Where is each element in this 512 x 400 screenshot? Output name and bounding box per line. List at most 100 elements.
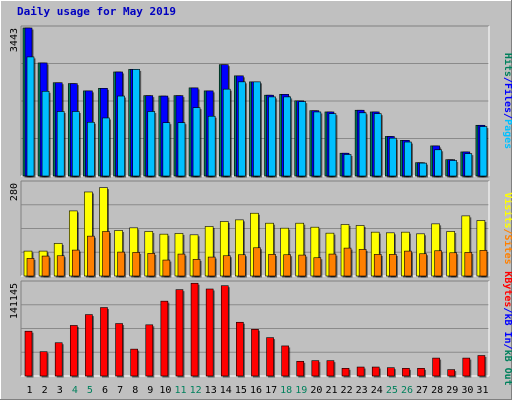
sites-bar — [41, 255, 50, 277]
kbytes-bar — [160, 300, 169, 377]
sites-bar — [268, 254, 276, 277]
kbytes-bar — [341, 368, 350, 377]
pages-bar — [132, 69, 140, 177]
axis-label-kbytes-part: / — [502, 344, 512, 350]
pages-bar — [41, 91, 50, 177]
x-tick-label: 15 — [235, 385, 247, 396]
kbytes-bar — [387, 367, 395, 377]
sites-bar — [253, 247, 261, 277]
axis-label-hits-files-pages-part: / — [502, 77, 512, 83]
axis-label-visits-sites-part: / — [502, 228, 512, 234]
kbytes-bar — [85, 314, 93, 377]
kbytes-bar — [115, 323, 123, 377]
pages-bar — [449, 160, 458, 177]
x-tick-label: 18 — [280, 385, 292, 396]
x-tick-label: 26 — [401, 385, 413, 396]
axis-label-kbytes-part: / — [502, 307, 512, 313]
sites-bar — [419, 253, 427, 277]
pages-bar — [147, 111, 156, 177]
sites-bar — [449, 252, 458, 277]
pages-bar — [177, 122, 186, 177]
kbytes-bar — [54, 342, 63, 377]
sites-bar — [434, 250, 442, 277]
kbytes-bar — [477, 355, 486, 377]
pages-bar — [162, 122, 171, 177]
sites-bar — [87, 235, 95, 277]
sites-bar — [132, 252, 140, 277]
sites-bar — [328, 253, 337, 277]
sites-bar — [343, 247, 352, 277]
pages-bar — [71, 111, 80, 177]
sites-bar — [298, 254, 307, 277]
x-tick-label: 7 — [117, 385, 123, 396]
chart-title: Daily usage for May 2019 — [17, 5, 176, 18]
sites-bar — [192, 259, 201, 277]
axis-label-hits-files-pages-part: Hits — [502, 53, 512, 77]
axis-label-hits-files-pages-part: Pages — [502, 119, 512, 149]
sites-bar — [404, 250, 412, 277]
axis-label-kbytes-part: kB Out — [502, 350, 512, 386]
x-tick-label: 28 — [431, 385, 443, 396]
x-tick-label: 20 — [310, 385, 322, 396]
kbytes-bar — [371, 366, 380, 377]
x-tick-label: 16 — [250, 385, 262, 396]
axis-label-kbytes-part: KBytes — [502, 271, 512, 307]
pages-bar — [26, 56, 35, 177]
sites-bar — [283, 254, 291, 277]
kbytes-bar — [251, 329, 259, 377]
sites-bar — [117, 251, 125, 277]
sites-bar — [162, 259, 171, 277]
axis-label-visits-sites: Visits/Sites — [502, 192, 512, 264]
sites-bar — [177, 253, 186, 277]
kbytes-bar — [130, 348, 138, 377]
x-tick-label: 9 — [147, 385, 153, 396]
sites-bar — [479, 250, 488, 277]
x-tick-label: 6 — [102, 385, 108, 396]
sites-bar — [26, 258, 35, 277]
x-tick-label: 1 — [27, 385, 33, 396]
pages-bar — [389, 137, 397, 177]
kbytes-bar — [145, 324, 154, 377]
pages-bar — [404, 141, 412, 177]
sites-bar — [238, 254, 246, 277]
x-tick-label: 12 — [190, 385, 202, 396]
pages-bar — [253, 81, 261, 177]
x-tick-label: 23 — [356, 385, 368, 396]
sites-bar — [313, 257, 322, 277]
kbytes-bar — [175, 289, 184, 377]
kbytes-bar — [462, 357, 471, 377]
x-tick-label: 27 — [416, 385, 428, 396]
kbytes-bar — [236, 321, 244, 377]
kbytes-bar — [39, 351, 48, 377]
kbytes-bar — [190, 282, 199, 377]
kbytes-bar — [205, 288, 214, 377]
kbytes-bar — [326, 360, 335, 377]
x-tick-label: 31 — [476, 385, 488, 396]
kbytes-bar — [356, 366, 365, 377]
pages-bar — [434, 149, 442, 177]
kbytes-bar — [281, 345, 289, 377]
sites-bar — [207, 256, 216, 277]
x-tick-label: 11 — [174, 385, 186, 396]
y-max-label: 280 — [9, 183, 20, 201]
y-max-label: 3443 — [9, 28, 20, 52]
x-tick-label: 14 — [220, 385, 232, 396]
x-tick-label: 22 — [341, 385, 353, 396]
x-tick-label: 2 — [42, 385, 48, 396]
pages-bar — [343, 154, 352, 177]
pages-bar — [464, 153, 473, 177]
sites-bar — [102, 231, 110, 277]
pages-bar — [117, 95, 125, 177]
x-tick-label: 8 — [132, 385, 138, 396]
x-tick-label: 25 — [386, 385, 398, 396]
axis-label-hits-files-pages-part: / — [502, 113, 512, 119]
kbytes-bar — [417, 368, 425, 377]
sites-bar — [71, 249, 80, 277]
axis-label-visits-sites-part: Visits — [502, 192, 512, 228]
kbytes-bar — [447, 369, 456, 377]
pages-bar — [313, 111, 322, 177]
pages-bar — [419, 162, 427, 177]
x-tick-label: 17 — [265, 385, 277, 396]
